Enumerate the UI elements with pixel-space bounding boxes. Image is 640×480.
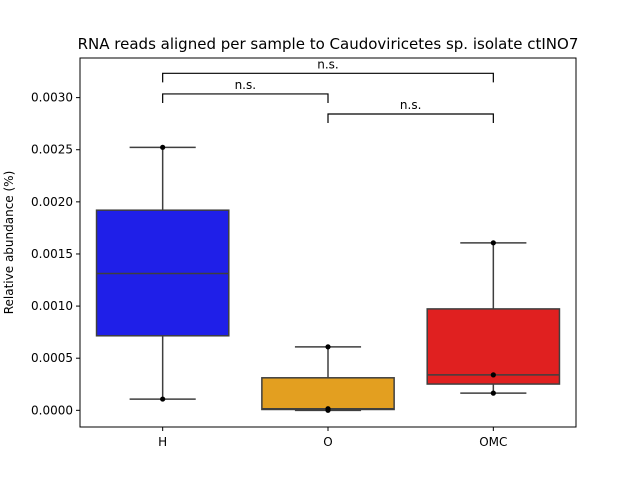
y-tick-label: 0.0030 xyxy=(31,91,73,105)
x-tick-label: O xyxy=(323,435,332,449)
plot-area: n.s. n.s. n.s. xyxy=(95,57,561,413)
significance-label: n.s. xyxy=(235,78,257,92)
data-point xyxy=(325,406,331,412)
significance-label: n.s. xyxy=(317,57,339,71)
significance-bracket xyxy=(162,93,329,104)
data-point xyxy=(490,390,496,396)
y-tick-label: 0.0020 xyxy=(31,195,73,209)
plot-frame xyxy=(79,57,577,428)
chart-title: RNA reads aligned per sample to Caudovir… xyxy=(78,35,579,53)
box-o xyxy=(261,377,395,411)
data-point xyxy=(490,240,496,246)
data-point xyxy=(160,144,166,150)
significance-bracket xyxy=(162,72,494,83)
y-tick-label: 0.0015 xyxy=(31,247,73,261)
y-tick-label: 0.0025 xyxy=(31,143,73,157)
x-tick-label: H xyxy=(158,435,167,449)
box-omc xyxy=(426,308,561,385)
data-point xyxy=(160,396,166,402)
y-tick-label: 0.0010 xyxy=(31,299,73,313)
y-axis-label: Relative abundance (%) xyxy=(2,171,16,315)
data-point xyxy=(325,344,331,350)
significance-label: n.s. xyxy=(400,98,422,112)
y-tick-label: 0.0000 xyxy=(31,403,73,417)
significance-bracket xyxy=(327,113,494,124)
data-point xyxy=(490,372,496,378)
x-tick-label: OMC xyxy=(479,435,507,449)
y-tick-label: 0.0005 xyxy=(31,351,73,365)
